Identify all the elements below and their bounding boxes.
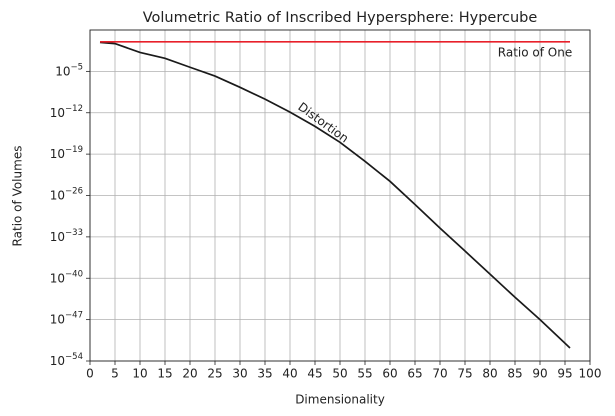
x-tick-label: 95 <box>557 367 572 381</box>
x-tick-label: 70 <box>432 367 447 381</box>
x-tick-label: 60 <box>382 367 397 381</box>
x-tick-label: 85 <box>507 367 522 381</box>
y-tick-label: 10−19 <box>50 145 83 161</box>
x-tick-label: 20 <box>182 367 197 381</box>
x-tick-label: 15 <box>157 367 172 381</box>
grid <box>89 30 591 362</box>
x-tick-label: 50 <box>332 367 347 381</box>
x-tick-label: 25 <box>207 367 222 381</box>
x-tick-label: 0 <box>86 367 94 381</box>
plot-frame <box>89 29 591 362</box>
chart-title: Volumetric Ratio of Inscribed Hyperspher… <box>143 10 538 26</box>
x-axis-label: Dimensionality <box>295 393 385 407</box>
x-tick-label: 65 <box>407 367 422 381</box>
x-tick-label: 35 <box>257 367 272 381</box>
x-tick-label: 100 <box>579 367 602 381</box>
x-tick-label: 30 <box>232 367 247 381</box>
y-tick-label: 10−47 <box>50 310 83 326</box>
x-tick-label: 80 <box>482 367 497 381</box>
x-tick-label: 45 <box>307 367 322 381</box>
y-tick-label: 10−33 <box>50 227 83 243</box>
y-tick-label: 10−54 <box>50 352 83 368</box>
x-tick-label: 10 <box>132 367 147 381</box>
x-tick-label: 75 <box>457 367 472 381</box>
annotation: Distortion <box>295 100 351 146</box>
y-axis-label: Ratio of Volumes <box>11 146 25 247</box>
y-tick-label: 10−5 <box>55 62 83 78</box>
y-tick-label: 10−12 <box>50 103 83 119</box>
y-tick-label: 10−26 <box>50 186 83 202</box>
x-tick-label: 40 <box>282 367 297 381</box>
x-tick-label: 90 <box>532 367 547 381</box>
x-tick-label: 5 <box>111 367 119 381</box>
series-line <box>99 41 571 349</box>
y-tick-label: 10−40 <box>50 269 83 285</box>
x-tick-label: 55 <box>357 367 372 381</box>
annotation: Ratio of One <box>498 46 572 60</box>
